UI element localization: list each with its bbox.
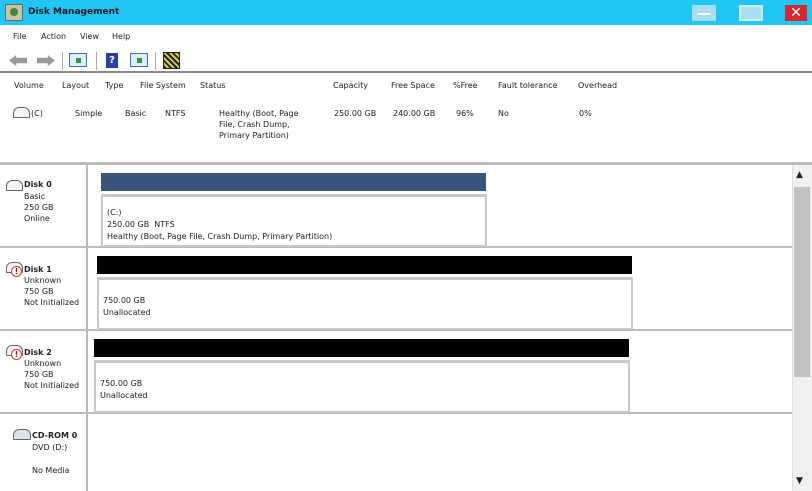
volume-pct-free: 96% bbox=[456, 109, 474, 118]
partition-label: (C:) bbox=[107, 208, 122, 217]
partition-status: Healthy (Boot, Page File, Crash Dump, Pr… bbox=[107, 232, 333, 241]
disk-state: Not Initialized bbox=[24, 298, 80, 307]
column-header-volume[interactable]: Volume bbox=[14, 81, 44, 90]
toolbar-separator bbox=[155, 52, 156, 70]
toolbar bbox=[0, 48, 812, 73]
unallocated-status: Unallocated bbox=[103, 308, 151, 317]
column-header-layout[interactable]: Layout bbox=[62, 81, 90, 90]
unallocated-space[interactable]: 750.00 GB Unallocated bbox=[94, 360, 630, 413]
volume-name[interactable]: (C) bbox=[31, 109, 43, 118]
column-header-free-space[interactable]: Free Space bbox=[391, 81, 435, 90]
unallocated-size: 750.00 GB bbox=[103, 296, 146, 305]
disk-name: Disk 0 bbox=[24, 180, 52, 189]
volume-capacity: 250.00 GB bbox=[334, 109, 377, 118]
column-header-file-system[interactable]: File System bbox=[140, 81, 186, 90]
column-header-overhead[interactable]: Overhead bbox=[578, 81, 618, 90]
disk-state: Not Initialized bbox=[24, 381, 80, 390]
action-pane-icon[interactable] bbox=[130, 53, 148, 67]
disk-1-label[interactable] bbox=[0, 248, 88, 331]
disk-name: Disk 2 bbox=[24, 348, 52, 357]
unallocated-status: Unallocated bbox=[100, 391, 148, 400]
menu-help[interactable]: Help bbox=[112, 32, 131, 41]
back-icon[interactable] bbox=[9, 55, 27, 66]
partition-bar bbox=[101, 173, 486, 191]
cdrom-0-label[interactable] bbox=[0, 414, 88, 491]
disk-size: 750 GB bbox=[24, 370, 54, 379]
partition-c[interactable]: (C:) 250.00 GB NTFS Healthy (Boot, Page Fi… bbox=[101, 194, 487, 247]
disk-info: Unknown 750 GB Not Initialized bbox=[24, 275, 79, 308]
disk-type: Basic bbox=[24, 192, 46, 201]
unallocated-space[interactable]: 750.00 GB Unallocated bbox=[97, 277, 633, 330]
partition-size-fs: 250.00 GB NTFS bbox=[107, 220, 175, 229]
disk-name: CD-ROM 0 bbox=[32, 431, 78, 440]
column-header-fault-tolerance[interactable]: Fault tolerance bbox=[498, 81, 558, 90]
column-header-capacity[interactable]: Capacity bbox=[333, 81, 368, 90]
warning-icon: ! bbox=[11, 349, 22, 360]
disk-0-label[interactable] bbox=[0, 165, 88, 248]
properties-icon[interactable] bbox=[163, 52, 180, 69]
disk-info: Unknown 750 GB Not Initialized bbox=[24, 358, 79, 391]
drive-icon bbox=[13, 107, 30, 118]
partition-bar bbox=[94, 339, 629, 357]
disk-row bbox=[0, 165, 792, 248]
pane-splitter[interactable] bbox=[0, 162, 812, 165]
scroll-down-button[interactable]: ▼ bbox=[796, 476, 803, 486]
disk-management-icon bbox=[5, 4, 23, 21]
volume-fs: NTFS bbox=[165, 109, 186, 118]
menu-view[interactable]: View bbox=[80, 32, 99, 41]
volume-overhead: 0% bbox=[579, 109, 592, 118]
disk-2-label[interactable] bbox=[0, 331, 88, 414]
help-icon[interactable]: ? bbox=[106, 53, 118, 68]
warning-icon: ! bbox=[11, 266, 22, 277]
partition-bar bbox=[97, 256, 632, 274]
disk-row bbox=[0, 331, 792, 414]
disk-state: Online bbox=[24, 214, 50, 223]
forward-icon[interactable] bbox=[37, 55, 55, 66]
disk-icon bbox=[6, 180, 23, 191]
unallocated-size: 750.00 GB bbox=[100, 379, 143, 388]
disk-row bbox=[0, 248, 792, 331]
disk-type: Unknown bbox=[24, 276, 62, 285]
menu-action[interactable]: Action bbox=[41, 32, 67, 41]
volume-status: Healthy (Boot, Page File, Crash Dump, Pr… bbox=[219, 109, 299, 140]
disk-type: Unknown bbox=[24, 359, 62, 368]
console-tree-icon[interactable] bbox=[69, 53, 87, 67]
volume-free-space: 240.00 GB bbox=[393, 109, 436, 118]
disk-name: Disk 1 bbox=[24, 265, 52, 274]
column-header-pct-free[interactable]: %Free bbox=[453, 81, 478, 90]
cdrom-icon bbox=[13, 429, 31, 440]
maximize-button[interactable] bbox=[739, 5, 763, 21]
toolbar-separator bbox=[62, 52, 63, 70]
volume-layout: Simple bbox=[75, 109, 103, 118]
disk-type: DVD (D:) bbox=[32, 443, 68, 452]
scroll-thumb[interactable] bbox=[794, 187, 810, 377]
window-title: Disk Management bbox=[28, 7, 120, 17]
toolbar-separator bbox=[96, 52, 97, 70]
disk-size: 750 GB bbox=[24, 287, 54, 296]
column-header-status[interactable]: Status bbox=[200, 81, 226, 90]
minimize-button[interactable] bbox=[692, 5, 716, 21]
column-header-type[interactable]: Type bbox=[105, 81, 124, 90]
disk-size: 250 GB bbox=[24, 203, 54, 212]
close-button[interactable]: ✕ bbox=[785, 5, 807, 21]
scroll-up-button[interactable]: ▲ bbox=[796, 170, 803, 180]
volume-fault-tolerance: No bbox=[498, 109, 509, 118]
menu-file[interactable]: File bbox=[13, 32, 27, 41]
disk-info: Basic 250 GB Online bbox=[24, 191, 54, 224]
disk-state: No Media bbox=[32, 466, 70, 475]
volume-type: Basic bbox=[125, 109, 147, 118]
title-bar bbox=[0, 0, 812, 25]
